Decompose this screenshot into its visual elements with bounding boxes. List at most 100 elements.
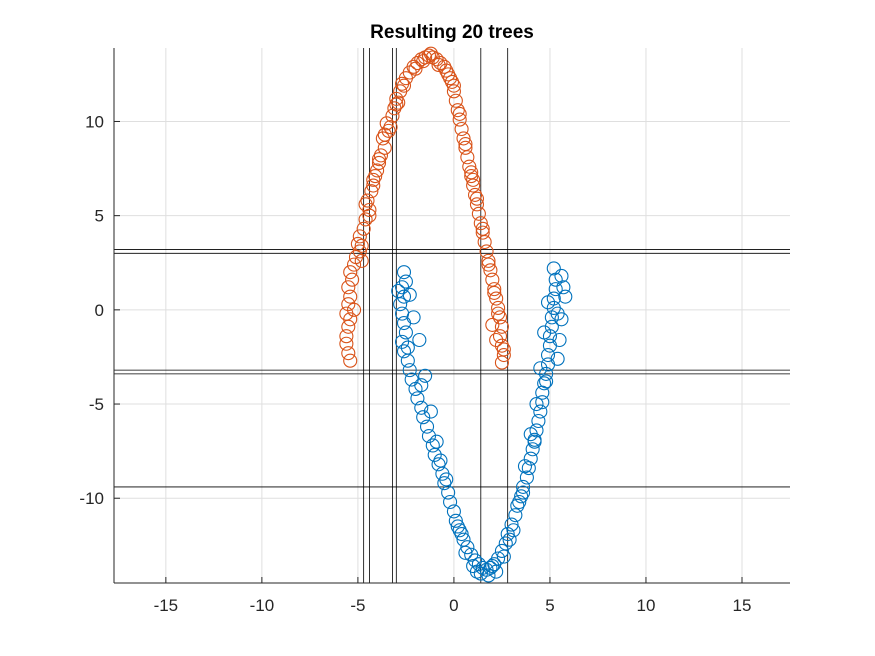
series-2-point — [517, 459, 533, 474]
series-2-point — [535, 395, 550, 410]
series-2-point — [550, 351, 565, 366]
x-tick-label: -10 — [250, 596, 275, 615]
series-1-point — [469, 197, 485, 212]
series-1-point — [473, 216, 488, 231]
series-2-point — [548, 282, 563, 297]
series-1-point — [494, 338, 509, 353]
series-1-point — [439, 63, 454, 78]
series-2-point — [467, 553, 483, 568]
series-1-point — [450, 103, 465, 118]
series-1-point — [416, 54, 431, 69]
series-1-point — [352, 229, 367, 244]
series-2-point — [460, 540, 475, 555]
series-2-point — [496, 549, 511, 564]
series-2-point — [400, 340, 415, 355]
series-2-point — [519, 470, 534, 485]
series-1-point — [483, 263, 498, 278]
series-1-point — [464, 169, 479, 184]
series-1-point — [494, 319, 509, 334]
grid-lines — [114, 48, 790, 583]
y-tick-label: 5 — [95, 207, 104, 226]
series-1-point — [375, 131, 390, 146]
series-1-point — [477, 234, 492, 250]
series-1-point — [358, 212, 373, 227]
series-2-point — [508, 508, 523, 523]
series-1-point — [383, 120, 398, 135]
series-1-point — [448, 93, 463, 108]
series-1-point — [487, 282, 502, 297]
series-2-point — [402, 287, 417, 302]
series-1-point — [431, 57, 446, 73]
series-1-point — [491, 306, 506, 321]
series-1-point — [481, 257, 496, 272]
series-1-point — [408, 61, 423, 76]
series-1-point — [475, 221, 490, 236]
series-1-point — [371, 152, 387, 167]
series-1-point — [489, 332, 504, 348]
series-1-point — [423, 46, 438, 61]
series-2-point — [506, 523, 521, 538]
series-1-point — [460, 150, 475, 165]
series-2-point — [395, 334, 410, 349]
series-2-point — [429, 434, 444, 449]
y-tick-label: 0 — [95, 301, 104, 320]
series-2-point — [533, 404, 548, 419]
series-1-point — [343, 265, 358, 280]
series-1-point — [352, 244, 367, 259]
x-tick-label: 15 — [733, 596, 752, 615]
series-1-point — [494, 355, 509, 370]
series-1-point — [370, 163, 385, 178]
series-2-point — [402, 363, 417, 378]
series-1-point — [381, 123, 396, 138]
series-1-point — [443, 71, 458, 86]
series-2-point — [498, 536, 513, 551]
x-tick-label: -5 — [350, 596, 365, 615]
y-tick-label: -5 — [89, 395, 104, 414]
series-2-point — [540, 295, 556, 310]
y-tick-label: 10 — [85, 112, 104, 131]
series-2-point — [396, 315, 412, 331]
series-2-point — [443, 494, 458, 510]
series-1-point — [341, 319, 356, 334]
series-1-point — [441, 67, 456, 82]
series-2-point — [469, 564, 485, 579]
series-2-point — [423, 404, 438, 419]
series-2-point — [414, 400, 429, 415]
series-2-point — [414, 378, 429, 393]
series-1-point — [345, 272, 360, 287]
series-2-point — [529, 396, 544, 412]
series-2-point — [525, 442, 540, 457]
series-2-point — [395, 280, 410, 295]
series-1-point — [373, 148, 388, 163]
series-1-point — [410, 56, 425, 71]
series-2-point — [431, 457, 446, 472]
series-1-point — [481, 253, 496, 268]
series-2-point — [448, 513, 463, 528]
series-2-point — [550, 306, 565, 321]
series-1-point — [446, 78, 461, 93]
series-2-point — [539, 374, 554, 389]
series-2-point — [421, 429, 437, 444]
series-2-point — [425, 438, 440, 453]
series-2-point — [412, 332, 427, 348]
series-1-point — [492, 310, 508, 325]
series-2-point — [510, 498, 525, 513]
series-1-point — [464, 165, 479, 180]
series-1-point — [485, 317, 500, 332]
series-1-point — [379, 116, 394, 131]
series-2-point — [531, 413, 546, 429]
series-1-point — [466, 172, 481, 187]
series-1-point — [339, 306, 354, 321]
series-1-point — [458, 140, 473, 155]
data-points — [339, 46, 573, 583]
series-1-point — [437, 59, 452, 74]
series-2-point — [416, 410, 431, 425]
series-1-point — [429, 52, 444, 67]
x-tick-label: 5 — [545, 596, 554, 615]
series-1-point — [452, 106, 467, 121]
series-1-point — [368, 169, 383, 184]
series-1-point — [479, 244, 494, 259]
series-2-point — [454, 526, 469, 542]
series-1-point — [354, 253, 369, 268]
series-2-point — [558, 289, 573, 304]
